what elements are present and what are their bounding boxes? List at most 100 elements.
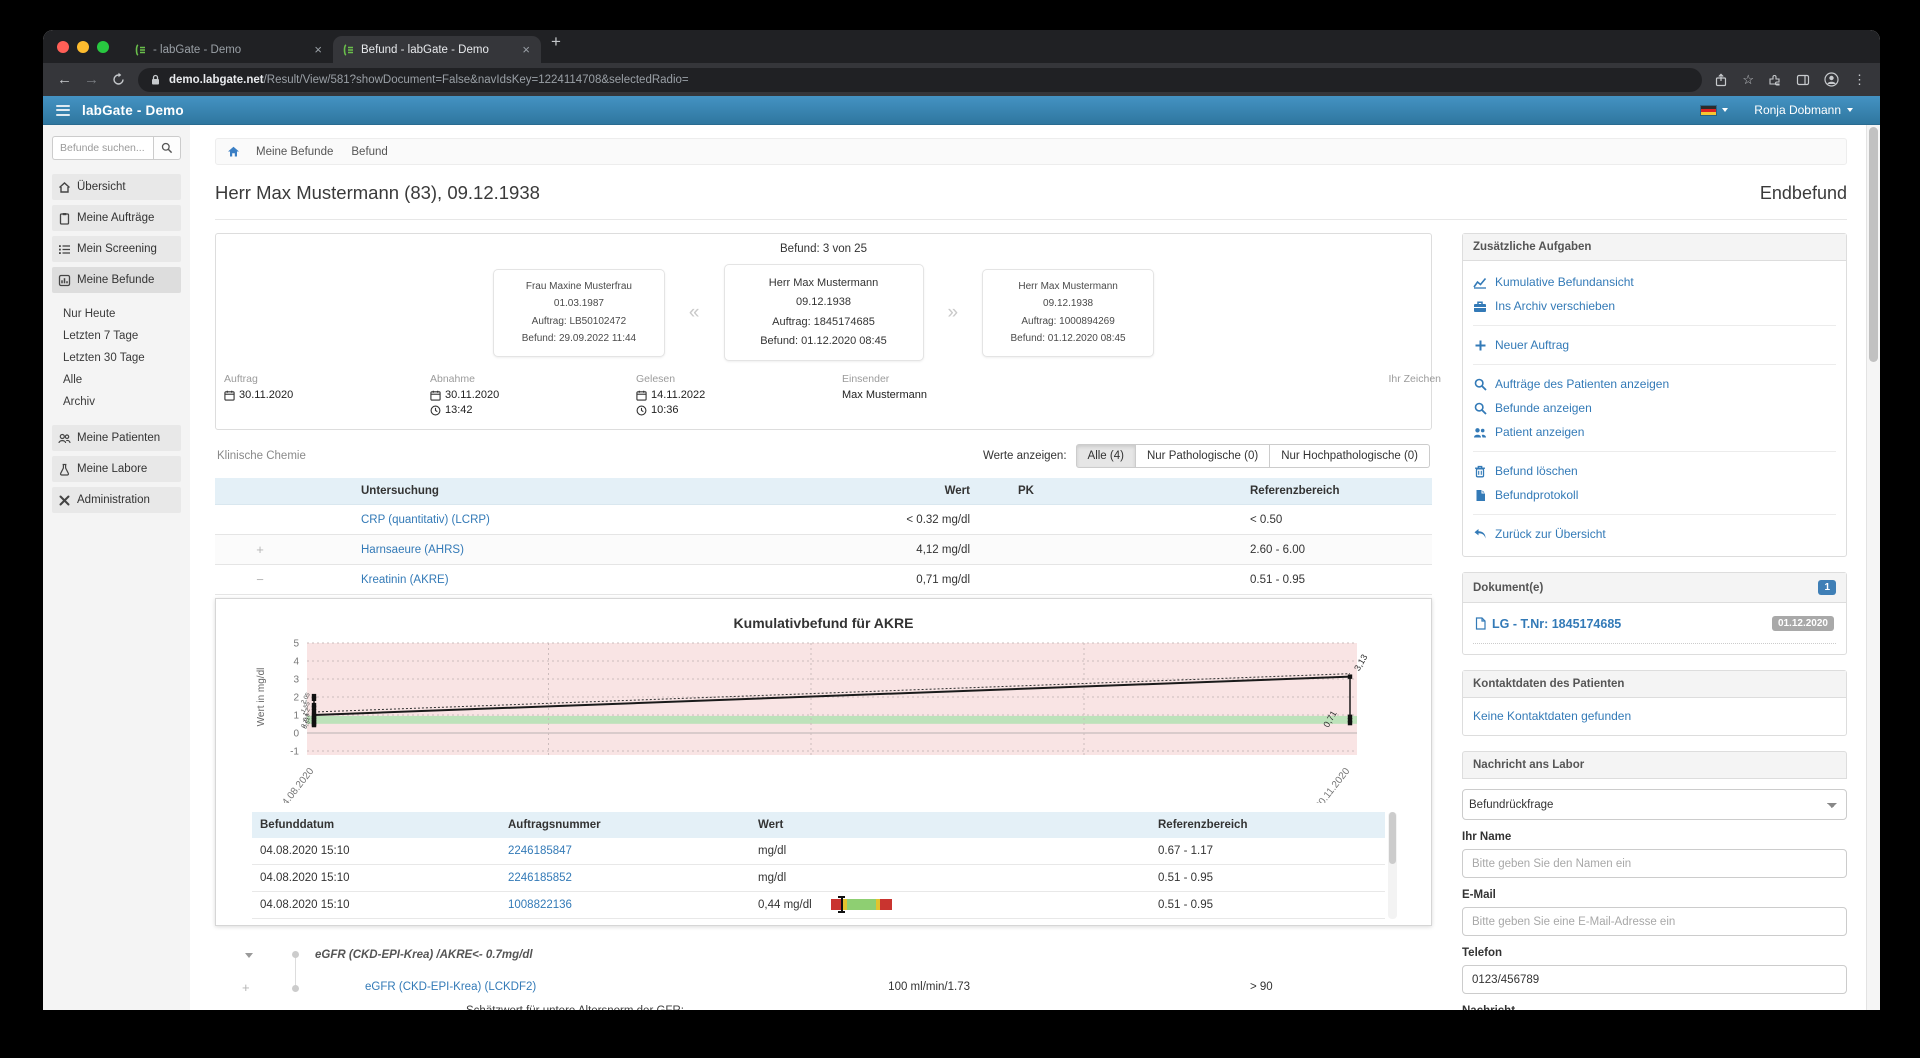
- sidebar-item-meine-patienten[interactable]: Meine Patienten: [52, 425, 181, 451]
- tab-close-icon[interactable]: ×: [520, 42, 532, 57]
- phone-field[interactable]: [1462, 965, 1847, 994]
- bookmark-star-icon[interactable]: ☆: [1742, 72, 1754, 88]
- sidebar-subitem-letzten-30-tage[interactable]: Letzten 30 Tage: [63, 347, 181, 369]
- app-brand[interactable]: labGate - Demo: [82, 103, 184, 118]
- order-link[interactable]: 1008822136: [508, 899, 572, 911]
- trash-icon: [1473, 465, 1487, 478]
- sidebar-item-administration[interactable]: Administration: [52, 487, 181, 513]
- caret-down-icon: [1722, 108, 1728, 112]
- card-birthdate: 09.12.1938: [737, 293, 911, 312]
- svg-text:04.08.2020: 04.08.2020: [277, 766, 317, 803]
- breadcrumb-item-meine-befunde[interactable]: Meine Befunde: [254, 146, 335, 158]
- sidebar-subitem-letzten-7-tage[interactable]: Letzten 7 Tage: [63, 325, 181, 347]
- befund-card-previous[interactable]: Frau Maxine Musterfrau 01.03.1987 Auftra…: [493, 269, 665, 357]
- result-status-label: Endbefund: [1760, 183, 1847, 204]
- svg-text:0: 0: [293, 729, 299, 740]
- sidebar-item-mein-screening[interactable]: Mein Screening: [52, 236, 181, 262]
- side-panel-icon[interactable]: [1796, 73, 1810, 87]
- user-name: Ronja Dobmann: [1754, 103, 1841, 117]
- sidebar-item-meine-auftraege[interactable]: Meine Aufträge: [52, 205, 181, 231]
- cell-ref: 0.51 - 0.95: [1150, 899, 1385, 911]
- profile-avatar-icon[interactable]: [1824, 72, 1839, 87]
- browser-tab-inactive[interactable]: - labGate - Demo ×: [125, 36, 333, 63]
- test-link-crp[interactable]: CRP (quantitativ) (LCRP): [361, 514, 490, 526]
- language-selector[interactable]: [1700, 105, 1728, 116]
- collapse-caret-icon[interactable]: [245, 953, 253, 958]
- sidebar-subitem-alle[interactable]: Alle: [63, 369, 181, 391]
- message-form: Nachricht ans Labor Befundrückfrage Ihr …: [1462, 751, 1847, 1010]
- sidebar-subitem-nur-heute[interactable]: Nur Heute: [63, 303, 181, 325]
- task-ins-archiv-verschieben[interactable]: Ins Archiv verschieben: [1473, 294, 1836, 318]
- document-link[interactable]: LG - T.Nr: 1845174685: [1492, 617, 1621, 631]
- back-icon[interactable]: ←: [57, 72, 72, 87]
- browser-scrollbar[interactable]: [1866, 125, 1880, 1010]
- page-title: Herr Max Mustermann (83), 09.12.1938: [215, 182, 540, 204]
- message-type-select[interactable]: Befundrückfrage: [1462, 789, 1847, 820]
- address-bar[interactable]: demo.labgate.net/Result/View/581?showDoc…: [138, 68, 1702, 92]
- filter-hochpathologische-button[interactable]: Nur Hochpathologische (0): [1270, 444, 1430, 468]
- history-table-scrollbar[interactable]: [1388, 812, 1397, 919]
- col-untersuchung: Untersuchung: [305, 485, 820, 497]
- carousel-next-icon[interactable]: »: [948, 303, 959, 322]
- url-domain: demo.labgate.net: [169, 74, 264, 86]
- test-link-harnsaeure[interactable]: Harnsaeure (AHRS): [361, 544, 464, 556]
- tab-close-icon[interactable]: ×: [312, 42, 324, 57]
- browser-tab-active[interactable]: Befund - labGate - Demo ×: [333, 36, 541, 63]
- task-patient-anzeigen[interactable]: Patient anzeigen: [1473, 420, 1836, 444]
- filter-pathologische-button[interactable]: Nur Pathologische (0): [1136, 444, 1270, 468]
- browser-menu-icon[interactable]: ⋮: [1853, 72, 1866, 88]
- task-befunde-anzeigen[interactable]: Befunde anzeigen: [1473, 396, 1836, 420]
- task-kumulative-befundansicht[interactable]: Kumulative Befundansicht: [1473, 270, 1836, 294]
- breadcrumb-item-befund[interactable]: Befund: [349, 146, 389, 158]
- history-row: 04.08.2020 15:10 2246185847 mg/dl 0.67 -…: [252, 838, 1385, 865]
- history-row: 04.08.2020 15:10 1008822136 0,44 mg/dl: [252, 892, 1385, 919]
- carousel-prev-icon[interactable]: «: [689, 303, 700, 322]
- search-button[interactable]: [153, 136, 181, 160]
- extensions-icon[interactable]: [1768, 73, 1782, 87]
- sidebar-item-meine-labore[interactable]: Meine Labore: [52, 456, 181, 482]
- expand-plus-icon[interactable]: +: [215, 980, 365, 995]
- email-field[interactable]: [1462, 907, 1847, 936]
- sidebar: Übersicht Meine Aufträge Mein Screening …: [43, 125, 190, 1010]
- collapse-minus-icon[interactable]: −: [215, 572, 305, 587]
- order-link[interactable]: 2246185852: [508, 872, 572, 884]
- hamburger-menu-icon[interactable]: [56, 105, 70, 116]
- sidebar-item-meine-befunde[interactable]: Meine Befunde: [52, 267, 181, 293]
- url-text: demo.labgate.net/Result/View/581?showDoc…: [169, 74, 689, 86]
- task-befundprotokoll[interactable]: Befundprotokoll: [1473, 483, 1836, 507]
- cell-wert: 0,44 mg/dl: [758, 899, 812, 911]
- task-zurueck-zur-uebersicht[interactable]: Zurück zur Übersicht: [1473, 522, 1836, 546]
- order-link[interactable]: 2246185847: [508, 845, 572, 857]
- task-auftraege-des-patienten[interactable]: Aufträge des Patienten anzeigen: [1473, 372, 1836, 396]
- sidebar-subitem-archiv[interactable]: Archiv: [63, 391, 181, 413]
- new-tab-button[interactable]: +: [551, 33, 561, 50]
- scrollbar-thumb[interactable]: [1869, 127, 1878, 362]
- test-link-kreatinin[interactable]: Kreatinin (AKRE): [361, 574, 449, 586]
- befund-carousel-panel: Befund: 3 von 25 Frau Maxine Musterfrau …: [215, 233, 1432, 430]
- filter-alle-button[interactable]: Alle (4): [1076, 444, 1136, 468]
- egfr-group: eGFR (CKD-EPI-Krea) /AKRE<- 0.7mg/dl + e…: [215, 938, 1432, 1010]
- test-link-egfr[interactable]: eGFR (CKD-EPI-Krea) (LCKDF2): [365, 981, 536, 993]
- share-icon[interactable]: [1714, 73, 1728, 87]
- expand-plus-icon[interactable]: +: [215, 542, 305, 557]
- task-neuer-auftrag[interactable]: Neuer Auftrag: [1473, 333, 1836, 357]
- tools-icon: [58, 494, 71, 507]
- close-window-button[interactable]: [57, 41, 69, 53]
- maximize-window-button[interactable]: [97, 41, 109, 53]
- home-icon[interactable]: [227, 145, 240, 158]
- svg-text:5: 5: [293, 639, 299, 650]
- minimize-window-button[interactable]: [77, 41, 89, 53]
- forward-icon[interactable]: →: [84, 72, 99, 87]
- befund-card-next[interactable]: Herr Max Mustermann 09.12.1938 Auftrag: …: [982, 269, 1154, 357]
- sidebar-item-label: Übersicht: [77, 181, 126, 193]
- search-input[interactable]: [52, 136, 153, 160]
- calendar-icon: [636, 390, 647, 401]
- befund-card-current[interactable]: Herr Max Mustermann 09.12.1938 Auftrag: …: [724, 264, 924, 361]
- sidebar-item-uebersicht[interactable]: Übersicht: [52, 174, 181, 200]
- document-item[interactable]: LG - T.Nr: 1845174685 01.12.2020: [1473, 612, 1836, 644]
- reload-icon[interactable]: [111, 72, 126, 87]
- search-icon: [161, 142, 173, 154]
- task-befund-loeschen[interactable]: Befund löschen: [1473, 459, 1836, 483]
- name-field[interactable]: [1462, 849, 1847, 878]
- user-menu[interactable]: Ronja Dobmann: [1754, 103, 1853, 117]
